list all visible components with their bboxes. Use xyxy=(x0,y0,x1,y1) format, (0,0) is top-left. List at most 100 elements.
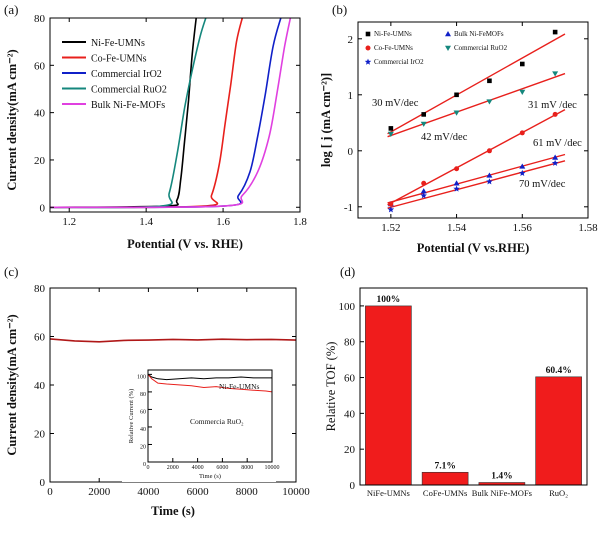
data-point-star xyxy=(551,159,559,166)
panel-b: 1.52 1.54 1.56 1.58 -1 0 1 2 Ni-Fe-UMNs Bulk Ni-F… xyxy=(319,2,598,255)
category-label: NiFe-UMNs xyxy=(367,488,410,498)
a-ytick-label: 60 xyxy=(34,60,46,72)
x-axis-label-c: Time (s) xyxy=(151,504,195,518)
c-xtick-label: 6000 xyxy=(187,486,210,498)
inset-xtick-label: 2000 xyxy=(167,465,179,471)
b-xtick-label: 1.58 xyxy=(578,222,598,234)
data-point-circle xyxy=(454,166,460,172)
x-axis-label-a: Potential (V vs. RHE) xyxy=(127,237,243,251)
fit-line xyxy=(387,160,566,209)
legend-label: Ni-Fe-UMNs xyxy=(374,30,412,38)
b-ytick-label: 0 xyxy=(348,146,354,158)
a-ytick-label: 0 xyxy=(40,202,46,214)
panel-d: 100% NiFe-UMNs 7.1% CoFe-UMNs 1.4% Bulk NiFe-… xyxy=(324,264,588,498)
inset-series-label: Commercia RuO₂ xyxy=(190,417,244,426)
inset-curve xyxy=(147,373,272,381)
data-point-triangle-down xyxy=(486,99,493,105)
data-point-square xyxy=(487,78,492,84)
c-ytick-label: 60 xyxy=(34,332,46,344)
series-line-co-fe-umns xyxy=(49,17,244,209)
data-point-square xyxy=(454,92,459,98)
bar-value-label: 7.1% xyxy=(434,461,455,471)
legend-marker-circle xyxy=(365,45,371,51)
inset-ytick-label: 60 xyxy=(140,409,146,415)
d-ytick-label: 80 xyxy=(344,337,356,349)
data-point-triangle-up xyxy=(519,163,526,169)
inset-ytick-label: 0 xyxy=(143,462,146,468)
inset-curve xyxy=(147,374,273,393)
inset-series-label: Ni-Fe-UMNs xyxy=(219,382,259,391)
d-ytick-label: 20 xyxy=(344,444,356,456)
legend-marker-triangle-down xyxy=(445,45,451,51)
inset-xtick-label: 0 xyxy=(147,465,150,471)
plot-frame-a xyxy=(49,17,301,213)
panel-label-d: (d) xyxy=(340,264,355,279)
b-ytick-label: 1 xyxy=(348,90,354,102)
bar-value-label: 60.4% xyxy=(546,366,572,376)
a-xtick-label: 1.8 xyxy=(293,216,307,228)
tafel-slope-annotation: 31 mV /dec xyxy=(528,100,577,111)
panel-label-c: (c) xyxy=(4,264,18,279)
b-xtick-label: 1.52 xyxy=(381,222,400,234)
legend-label: Co-Fe-UMNs xyxy=(91,54,147,65)
legend-label: Co-Fe-UMNs xyxy=(374,44,413,52)
d-ytick-label: 40 xyxy=(344,408,356,420)
category-label: RuO₂ xyxy=(549,488,568,498)
data-point-square xyxy=(519,61,525,67)
y-axis-label-d: Relative TOF (%) xyxy=(324,342,338,432)
series-line-commercial-iro2 xyxy=(49,17,282,209)
d-ytick-label: 60 xyxy=(344,373,356,385)
data-point-triangle-down xyxy=(453,110,460,116)
series-line-bulk-ni-fe-mofs xyxy=(49,17,292,209)
category-label: CoFe-UMNs xyxy=(423,488,467,498)
legend-marker-triangle-up xyxy=(445,31,451,37)
c-xtick-label: 10000 xyxy=(282,486,310,498)
c-ytick-label: 80 xyxy=(34,283,46,295)
legend-label: Commercial IrO2 xyxy=(374,58,424,66)
tafel-slope-annotation: 42 mV/dec xyxy=(421,132,468,143)
inset-y-axis-label: Relative Current (%) xyxy=(128,389,135,444)
c-xtick-label: 0 xyxy=(47,486,53,498)
bar-value-label: 1.4% xyxy=(491,471,512,481)
panel-a: 1.2 1.4 1.6 1.8 0 20 40 60 80 (a) Potential (V vs.… xyxy=(4,2,307,251)
fit-line xyxy=(387,153,566,204)
fit-line xyxy=(387,72,566,138)
tafel-slope-annotation: 70 mV/dec xyxy=(519,179,566,190)
legend-label: Commercial RuO2 xyxy=(91,85,167,96)
data-point-triangle-down xyxy=(420,121,427,127)
inset-xtick-label: 6000 xyxy=(216,465,228,471)
b-ytick-label: -1 xyxy=(344,202,353,214)
data-point-circle xyxy=(388,201,394,207)
tafel-slope-annotation: 61 mV /dec xyxy=(533,138,582,149)
b-xtick-label: 1.56 xyxy=(513,222,533,234)
d-ytick-label: 100 xyxy=(339,301,356,313)
c-xtick-label: 2000 xyxy=(88,486,111,498)
c-xtick-label: 4000 xyxy=(137,486,160,498)
data-point-circle xyxy=(486,148,492,154)
d-ytick-label: 0 xyxy=(350,480,356,492)
panel-label-a: (a) xyxy=(4,2,18,17)
data-point-star xyxy=(453,185,460,192)
data-point-triangle-up xyxy=(420,188,427,194)
inset-ytick-label: 40 xyxy=(140,427,146,433)
legend-marker-star xyxy=(364,58,372,65)
fit-line xyxy=(387,33,566,135)
legend-marker-square xyxy=(365,31,371,37)
data-point-star xyxy=(420,192,427,199)
fit-line xyxy=(387,109,566,206)
x-axis-label-b: Potential (V vs.RHE) xyxy=(417,241,530,255)
legend-label: Commercial IrO2 xyxy=(91,69,162,80)
y-axis-label-a: Current density(mA cm⁻²) xyxy=(5,49,19,190)
a-ytick-label: 20 xyxy=(34,155,46,167)
data-point-triangle-down xyxy=(387,131,394,137)
bar xyxy=(535,376,582,486)
data-point-circle xyxy=(552,111,558,117)
data-point-triangle-down xyxy=(552,71,559,77)
inset-frame xyxy=(147,369,273,463)
legend-label: Commercial RuO2 xyxy=(454,44,508,52)
legend-label: Bulk Ni-FeMOFs xyxy=(454,30,504,38)
a-ytick-label: 80 xyxy=(34,13,46,25)
